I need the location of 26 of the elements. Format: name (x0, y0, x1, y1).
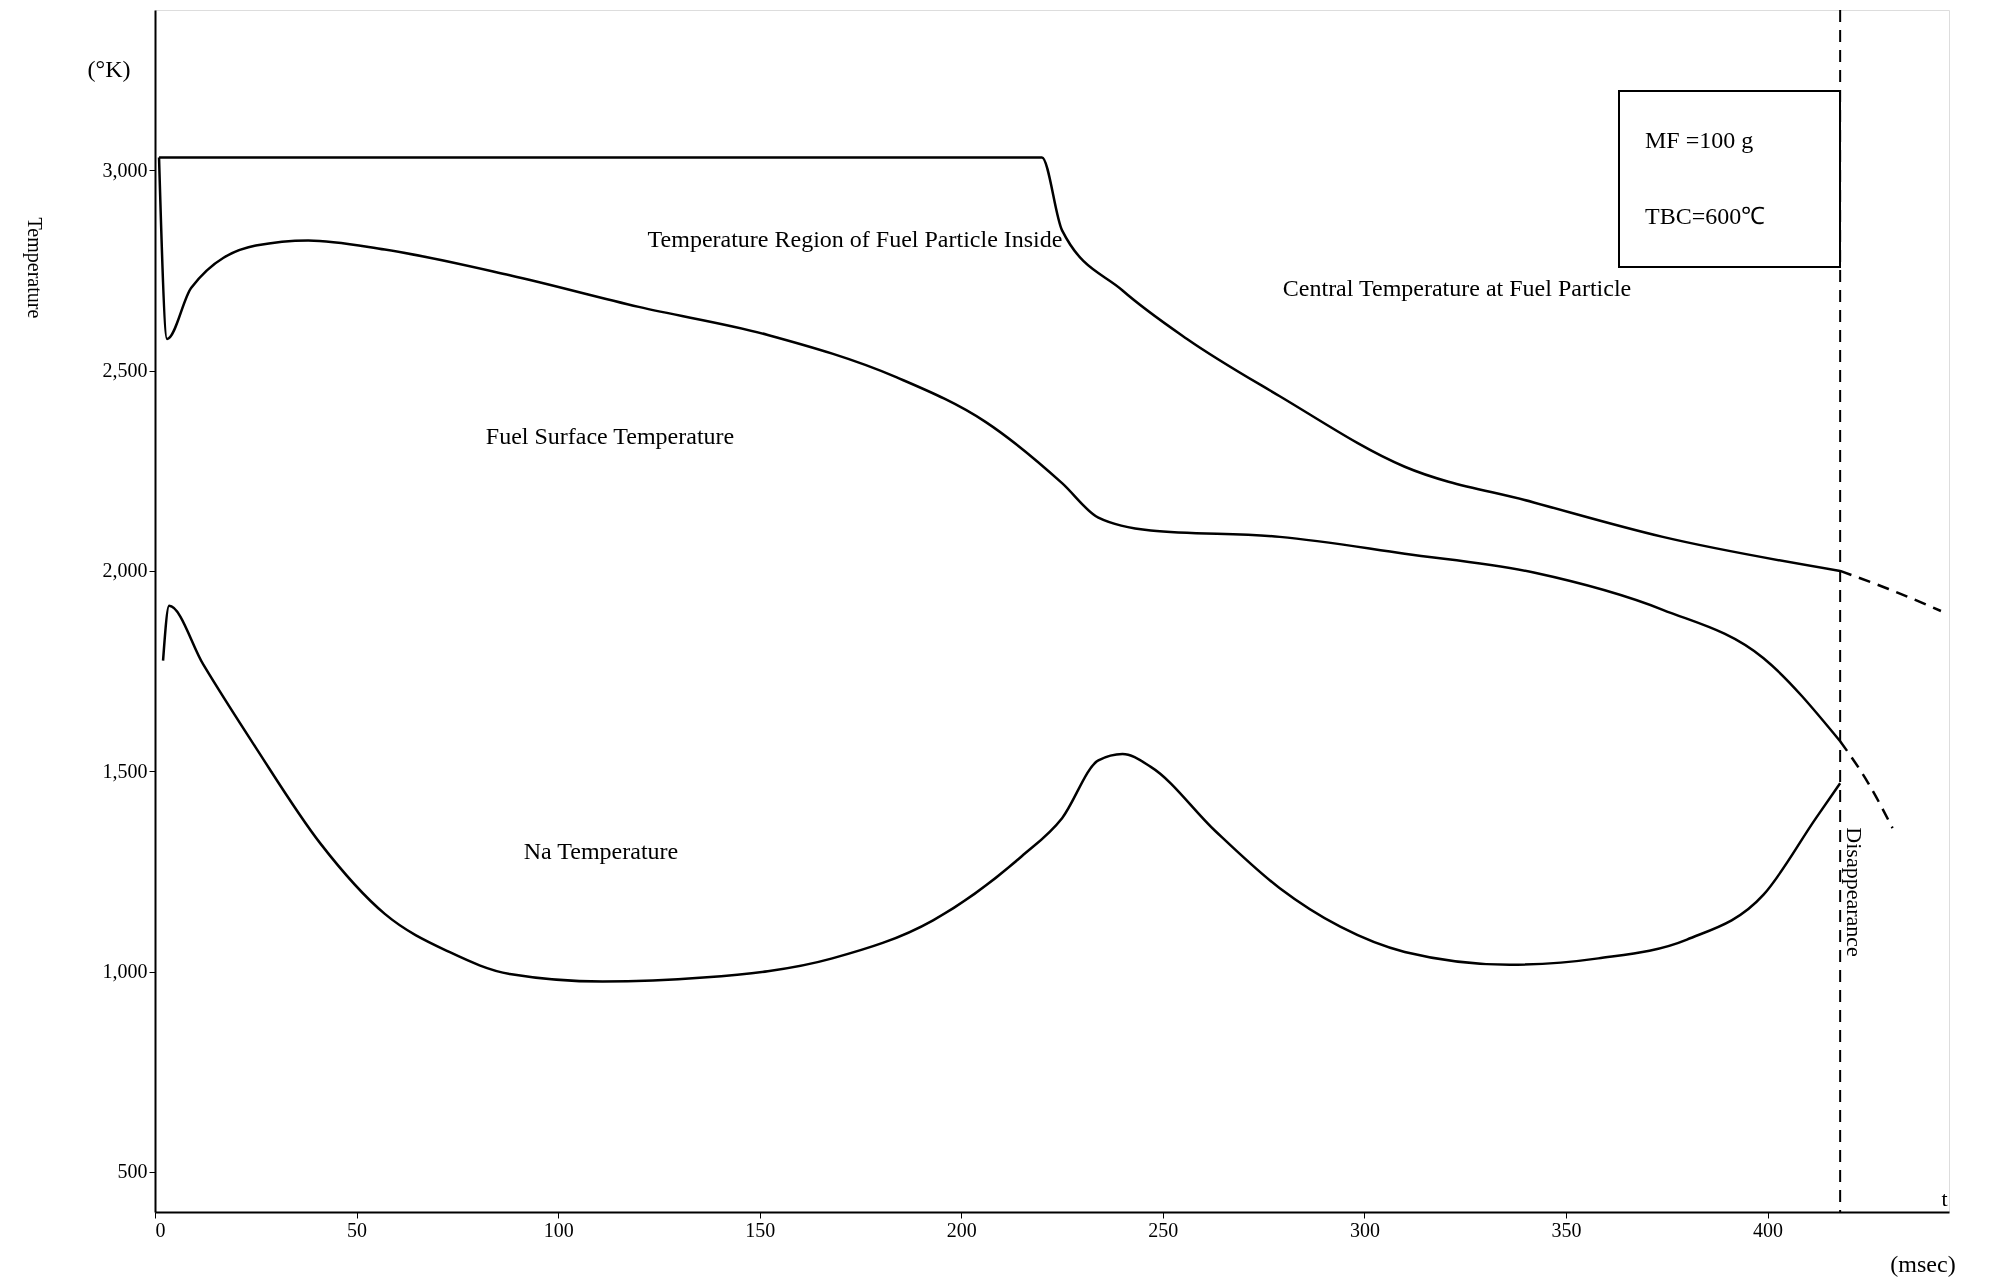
annotation: Fuel Surface Temperature (485, 423, 735, 449)
x-tick-label: 400 (1753, 1218, 1784, 1241)
y-tick-label: 500 (117, 1160, 148, 1183)
y-tick-label: 3,000 (102, 158, 148, 181)
x-axis-title: t (1941, 1185, 1948, 1211)
ref-line-label: Disappearance (1842, 827, 1868, 957)
y-tick-label: 2,000 (102, 559, 148, 582)
annotation: Temperature Region of Fuel Particle Inside (647, 226, 1063, 252)
text: (°K) (87, 56, 131, 82)
x-tick-label: 200 (946, 1218, 977, 1241)
annotation: TBC=600℃ (1645, 203, 1766, 229)
y-axis-title: Temperature (22, 217, 46, 319)
y-tick-label: 1,500 (102, 759, 148, 782)
y-tick-label: 1,000 (102, 960, 148, 983)
x-tick-label: 0 (155, 1218, 166, 1241)
x-tick-label: 150 (745, 1218, 776, 1241)
x-tick-label: 250 (1148, 1218, 1179, 1241)
x-tick-label: 300 (1349, 1218, 1380, 1241)
x-tick-label: 50 (347, 1218, 368, 1241)
annotation: MF =100 g (1645, 127, 1754, 153)
text: (msec) (1890, 1251, 1956, 1277)
annotation: Central Temperature at Fuel Particle (1282, 275, 1632, 301)
x-tick-label: 350 (1551, 1218, 1582, 1241)
annotation: Na Temperature (523, 838, 679, 864)
x-tick-label: 100 (543, 1218, 574, 1241)
y-tick-label: 2,500 (102, 359, 148, 382)
